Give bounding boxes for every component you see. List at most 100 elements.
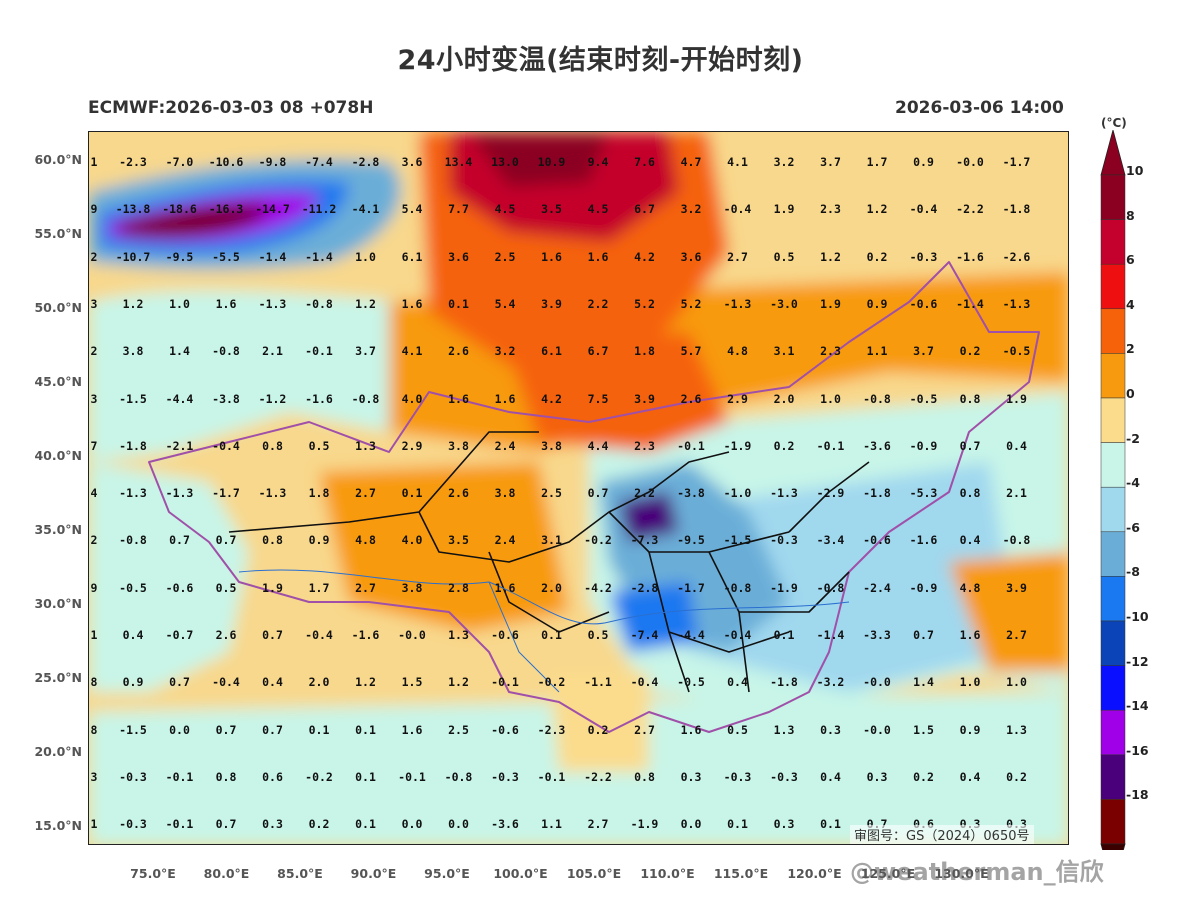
grid-value: 0.2 xyxy=(587,722,609,737)
grid-value: 0.1 xyxy=(401,486,423,501)
grid-value: 0.7 xyxy=(169,533,190,548)
grid-value: 0.8 xyxy=(959,486,981,501)
grid-value: 0.1 xyxy=(820,817,841,832)
grid-value: 3.7 xyxy=(913,344,934,359)
grid-value: 4.5 xyxy=(587,202,609,217)
grid-value: 1.1 xyxy=(866,344,888,359)
grid-value: 0.9 xyxy=(866,296,888,311)
grid-value: -1.4 xyxy=(305,249,333,264)
grid-value: -1.3 xyxy=(1002,296,1031,311)
colorbar-segment xyxy=(1100,263,1126,310)
grid-value: -7.4 xyxy=(305,155,333,169)
grid-value: 4 xyxy=(90,486,98,501)
grid-value: 1 xyxy=(90,628,98,642)
grid-value: -0.6 xyxy=(165,580,194,595)
lon-tick-label: 75.0°E xyxy=(130,866,176,881)
grid-value: -1.8 xyxy=(1002,202,1031,217)
grid-value: 0.9 xyxy=(913,155,934,169)
colorbar xyxy=(1100,130,1126,850)
grid-value: 1.6 xyxy=(401,722,423,737)
grid-value: 0.1 xyxy=(773,628,795,642)
grid-value: 1.0 xyxy=(820,391,841,406)
grid-value: 1.6 xyxy=(494,580,516,595)
map-review-number: 审图号：GS（2024）0650号 xyxy=(850,825,1034,844)
lon-tick-label: 100.0°E xyxy=(493,866,548,881)
grid-value: -1.8 xyxy=(119,438,147,453)
grid-value: 2.3 xyxy=(820,344,841,359)
watermark: @weatherman_信欣 xyxy=(850,858,1104,886)
grid-value: -0.5 xyxy=(677,675,705,690)
grid-value: -0.5 xyxy=(119,580,147,595)
grid-value: 9 xyxy=(90,202,98,217)
grid-value: 3 xyxy=(90,769,98,784)
grid-value: 2.2 xyxy=(634,486,655,501)
grid-value: 2.6 xyxy=(448,344,469,359)
grid-value: -1.5 xyxy=(723,533,752,548)
grid-value: 0.5 xyxy=(727,722,748,737)
grid-value: -0.2 xyxy=(537,675,566,690)
grid-value: -0.8 xyxy=(119,533,147,548)
warm-zone-south-tip xyxy=(549,672,649,772)
warm-zone-east-sea xyxy=(949,552,1068,672)
colorbar-tick-label: 8 xyxy=(1126,207,1135,223)
grid-value: 2.4 xyxy=(494,533,516,548)
grid-value: 0.8 xyxy=(634,769,655,784)
grid-value: 3.9 xyxy=(1006,580,1027,595)
grid-value: -9.8 xyxy=(258,155,287,169)
grid-value: -1.6 xyxy=(956,249,984,264)
grid-value: -0.1 xyxy=(165,769,194,784)
grid-value: -1.3 xyxy=(165,486,194,501)
colorbar-segment xyxy=(1100,665,1126,711)
grid-value: 9 xyxy=(90,580,98,595)
grid-value: -3.4 xyxy=(816,533,845,548)
grid-value: 3.6 xyxy=(401,155,423,169)
colorbar-tick-label: -16 xyxy=(1126,742,1149,758)
grid-value: 2.7 xyxy=(727,249,748,264)
colorbar-tick-label: 6 xyxy=(1126,252,1135,268)
grid-value: 6.7 xyxy=(587,344,609,359)
grid-value: -0.2 xyxy=(305,769,333,784)
lat-tick-label: 20.0°N xyxy=(34,744,82,759)
grid-value: 2.4 xyxy=(494,438,516,453)
colorbar-segment xyxy=(1100,620,1126,666)
grid-value: 0.0 xyxy=(448,817,469,832)
grid-value: -0.3 xyxy=(491,769,519,784)
lon-tick-label: 120.0°E xyxy=(787,866,842,881)
grid-value: -7.0 xyxy=(165,155,194,169)
grid-value: -0.4 xyxy=(723,628,752,642)
grid-value: -4.1 xyxy=(351,202,380,217)
grid-value: 0.3 xyxy=(820,722,841,737)
grid-value: 0.2 xyxy=(959,344,981,359)
grid-value: -1.6 xyxy=(351,628,380,642)
colorbar-tick-label: -4 xyxy=(1126,475,1140,491)
grid-value: 1.7 xyxy=(866,155,888,169)
grid-value: 4.8 xyxy=(959,580,981,595)
grid-value: 1.6 xyxy=(448,391,469,406)
cool-zone-west xyxy=(89,290,449,462)
grid-value: 0.1 xyxy=(448,296,469,311)
grid-value: 5.7 xyxy=(680,344,702,359)
grid-value: 4.2 xyxy=(634,249,655,264)
grid-value: 0.0 xyxy=(401,817,423,832)
colorbar-segment xyxy=(1100,442,1126,488)
grid-value: 4.1 xyxy=(401,344,423,359)
grid-value: 1.4 xyxy=(169,344,190,359)
grid-value: 2.2 xyxy=(587,296,609,311)
grid-value: -2.9 xyxy=(816,486,845,501)
grid-value: -0.6 xyxy=(909,296,938,311)
grid-value: 1 xyxy=(90,155,98,169)
grid-value: 1.6 xyxy=(587,249,609,264)
lon-tick-label: 130.0°E xyxy=(934,866,989,881)
grid-value: -1.7 xyxy=(677,580,705,595)
grid-value: -0.8 xyxy=(305,296,333,311)
grid-value: 4.0 xyxy=(401,391,423,406)
grid-value: -0.3 xyxy=(119,817,147,832)
grid-value: 0.4 xyxy=(959,533,981,548)
grid-value: -7.3 xyxy=(630,533,659,548)
grid-value: 0.1 xyxy=(355,722,376,737)
grid-value: 2.7 xyxy=(634,722,655,737)
colorbar-unit: (°C) xyxy=(1101,116,1127,130)
grid-value: 0.4 xyxy=(1006,438,1027,453)
colorbar-tick-label: 2 xyxy=(1126,341,1135,357)
grid-value: -0.3 xyxy=(119,769,147,784)
